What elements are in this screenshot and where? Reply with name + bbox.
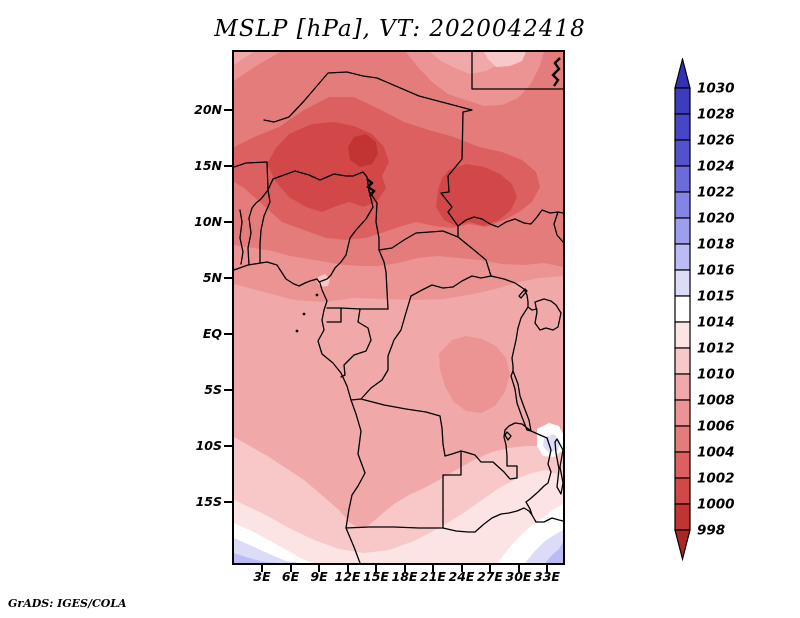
colorbar-level-label: 1016 (697, 263, 735, 279)
credit-text: GrADS: IGES/COLA (8, 597, 127, 610)
colorbar-level-label: 1030 (697, 81, 735, 97)
lat-tick-label: 15S (188, 494, 222, 509)
page-title: MSLP [hPa], VT: 2020042418 (0, 16, 800, 42)
colorbar-level-label: 1022 (697, 185, 735, 201)
colorbar-level-label: 1018 (697, 237, 735, 253)
colorbar-level-label: 1026 (697, 133, 735, 149)
lat-tick-mark (224, 221, 233, 223)
lat-tick-mark (224, 501, 233, 503)
lat-tick-mark (224, 165, 233, 167)
lat-tick-mark (224, 389, 233, 391)
lat-tick-label: 15N (188, 158, 222, 173)
colorbar-level-label: 1006 (697, 419, 735, 435)
lon-tick-mark (347, 565, 349, 572)
colorbar-cell (675, 166, 690, 192)
lat-tick-label: EQ (188, 326, 222, 341)
lon-tick-mark (318, 565, 320, 572)
colorbar-level-label: 1014 (697, 315, 735, 331)
colorbar-level-label: 1028 (697, 107, 735, 123)
colorbar-cell (675, 244, 690, 270)
colorbar-arrow-high (675, 59, 690, 88)
colorbar-level-label: 1012 (697, 341, 735, 357)
lon-tick-mark (404, 565, 406, 572)
lon-tick-mark (261, 565, 263, 572)
colorbar-level-label: 1010 (697, 367, 735, 383)
colorbar-level-label: 1024 (697, 159, 735, 175)
pressure-map (234, 52, 563, 563)
colorbar-cell (675, 504, 690, 530)
lat-tick-label: 5N (188, 270, 222, 285)
island-dot (303, 313, 306, 316)
colorbar-cell (675, 374, 690, 400)
colorbar-cell (675, 140, 690, 166)
colorbar-legend: 1030 1028 1026 1024 1022 1020 1018 1016 1015 1014… (670, 58, 742, 562)
lon-tick-mark (546, 565, 548, 572)
map-plot-frame (232, 50, 565, 565)
colorbar-cell (675, 192, 690, 218)
lon-tick-mark (518, 565, 520, 572)
lon-tick-mark (432, 565, 434, 572)
colorbar-cell (675, 348, 690, 374)
colorbar-cell (675, 426, 690, 452)
colorbar-cell (675, 478, 690, 504)
colorbar-cell (675, 452, 690, 478)
colorbar-level-label: 1000 (697, 497, 735, 513)
colorbar-level-label: 998 (697, 523, 725, 539)
lat-tick-label: 20N (188, 102, 222, 117)
colorbar-level-label: 1015 (697, 289, 735, 305)
lat-tick-label: 10N (188, 214, 222, 229)
colorbar-cell (675, 270, 690, 296)
lat-tick-mark (224, 445, 233, 447)
lat-tick-label: 10S (188, 438, 222, 453)
island-dot (296, 330, 299, 333)
lat-tick-label: 5S (188, 382, 222, 397)
colorbar-cell (675, 114, 690, 140)
colorbar-arrow-low (675, 530, 690, 559)
colorbar-cell (675, 322, 690, 348)
colorbar-level-label: 1008 (697, 393, 735, 409)
lon-tick-mark (290, 565, 292, 572)
colorbar-level-label: 1002 (697, 471, 735, 487)
colorbar-cell (675, 88, 690, 114)
lon-tick-mark (461, 565, 463, 572)
grads-plot-page: MSLP [hPa], VT: 2020042418 20N 15N 10N 5N EQ… (0, 0, 800, 618)
lon-tick-mark (375, 565, 377, 572)
colorbar-cell (675, 296, 690, 322)
island-dot (316, 294, 319, 297)
colorbar-cell (675, 218, 690, 244)
lon-tick-mark (489, 565, 491, 572)
colorbar-cell (675, 400, 690, 426)
colorbar-level-label: 1004 (697, 445, 735, 461)
colorbar-level-label: 1020 (697, 211, 735, 227)
lat-tick-mark (224, 109, 233, 111)
lat-tick-mark (224, 277, 233, 279)
lat-tick-mark (224, 333, 233, 335)
